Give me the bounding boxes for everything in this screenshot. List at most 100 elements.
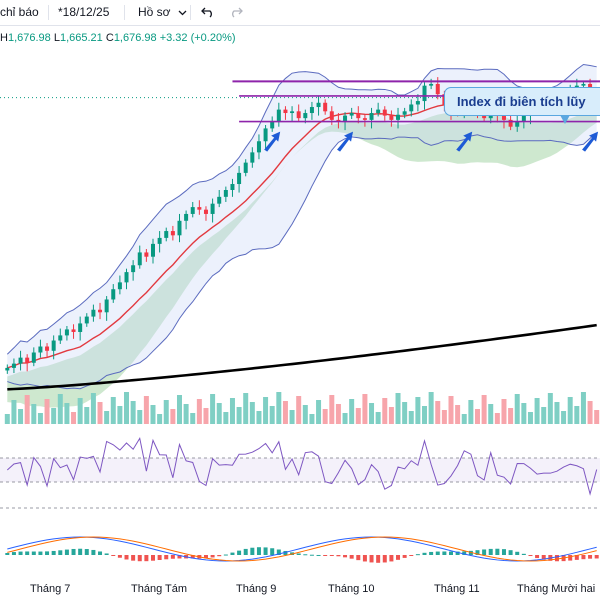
volume-bar bbox=[362, 394, 368, 424]
macd-histogram-bar bbox=[157, 555, 162, 560]
x-tick-label: Tháng 10 bbox=[328, 583, 375, 595]
volume-bar bbox=[57, 394, 63, 424]
up-arrow-icon bbox=[264, 131, 281, 152]
indicators-button[interactable]: chỉ báo bbox=[0, 5, 39, 19]
candle-body bbox=[197, 207, 202, 210]
macd-histogram-bar bbox=[396, 555, 401, 560]
macd-histogram-bar bbox=[31, 551, 36, 555]
macd-histogram-bar bbox=[38, 551, 43, 555]
volume-bar bbox=[229, 398, 235, 424]
candle-body bbox=[5, 367, 10, 371]
candle-body bbox=[369, 113, 374, 120]
redo-button[interactable] bbox=[229, 6, 243, 20]
high-value: 1,676.98 bbox=[7, 32, 51, 44]
macd-histogram-bar bbox=[594, 555, 599, 559]
macd-histogram-bar bbox=[117, 555, 122, 558]
macd-histogram-bar bbox=[170, 555, 175, 559]
change-value: +3.32 (+0.20%) bbox=[159, 32, 236, 44]
macd-histogram-bar bbox=[309, 554, 314, 556]
volume-bar bbox=[527, 412, 533, 424]
volume-bar bbox=[534, 398, 540, 424]
macd-histogram-bar bbox=[98, 551, 103, 555]
annotation-callout[interactable]: Index đi biên tích lũy bbox=[444, 87, 600, 116]
macd-histogram-bar bbox=[541, 555, 546, 560]
macd-histogram-bar bbox=[78, 548, 83, 555]
volume-bar bbox=[567, 397, 573, 424]
candle-body bbox=[362, 118, 367, 120]
volume-bar bbox=[37, 413, 43, 424]
volume-bar bbox=[276, 392, 282, 424]
toolbar-divider bbox=[48, 5, 49, 20]
volume-bar bbox=[263, 397, 269, 424]
candle-body bbox=[376, 109, 381, 114]
volume-bar bbox=[11, 400, 17, 424]
volume-bar bbox=[561, 411, 567, 424]
macd-histogram-bar bbox=[349, 555, 354, 559]
volume-bar bbox=[335, 404, 341, 424]
macd-histogram-bar bbox=[11, 552, 16, 555]
macd-histogram-bar bbox=[296, 553, 301, 555]
macd-histogram-bar bbox=[111, 555, 116, 556]
macd-histogram-bar bbox=[250, 547, 255, 555]
macd-histogram-bar bbox=[455, 551, 460, 555]
candle-body bbox=[31, 352, 36, 363]
volume-bar bbox=[587, 401, 593, 424]
macd-histogram-bar bbox=[144, 555, 149, 562]
volume-bar bbox=[210, 394, 216, 424]
candle-body bbox=[263, 128, 268, 142]
macd-histogram-bar bbox=[223, 554, 228, 556]
profile-button[interactable]: Hồ sơ bbox=[138, 0, 187, 25]
macd-histogram-bar bbox=[382, 555, 387, 563]
candle-body bbox=[501, 115, 506, 120]
volume-bar bbox=[124, 392, 130, 424]
undo-button[interactable] bbox=[201, 6, 215, 20]
volume-bar bbox=[117, 406, 123, 424]
candle-body bbox=[349, 113, 354, 116]
low-value: 1,665.21 bbox=[59, 32, 103, 44]
candle-body bbox=[270, 121, 275, 129]
macd-histogram-bar bbox=[84, 549, 89, 555]
close-value: 1,676.98 bbox=[113, 32, 157, 44]
macd-histogram-bar bbox=[45, 551, 50, 555]
macd-histogram-bar bbox=[329, 555, 334, 556]
volume-bar bbox=[243, 393, 249, 424]
macd-histogram-bar bbox=[203, 555, 208, 559]
macd-histogram-bar bbox=[488, 548, 493, 555]
bollinger-fill bbox=[7, 64, 597, 389]
candle-body bbox=[303, 113, 308, 119]
macd-histogram-bar bbox=[429, 551, 434, 555]
volume-bar bbox=[494, 413, 500, 424]
volume-bar bbox=[422, 406, 428, 424]
volume-bar bbox=[547, 393, 553, 424]
volume-bar bbox=[415, 397, 421, 424]
macd-histogram-bar bbox=[501, 549, 506, 555]
volume-bar bbox=[51, 408, 57, 424]
macd-histogram-bar bbox=[442, 551, 447, 555]
macd-histogram-bar bbox=[18, 551, 23, 555]
price-chart[interactable] bbox=[0, 26, 600, 600]
candle-body bbox=[18, 357, 23, 364]
macd-histogram-bar bbox=[256, 547, 261, 555]
macd-histogram-bar bbox=[402, 555, 407, 558]
macd-histogram-bar bbox=[535, 555, 540, 559]
volume-bar bbox=[130, 401, 136, 424]
snapshot-button[interactable]: *18/12/25 bbox=[58, 5, 110, 19]
volume-bar bbox=[157, 414, 163, 424]
macd-histogram-bar bbox=[230, 552, 235, 555]
volume-bar bbox=[223, 412, 229, 424]
volume-bar bbox=[24, 395, 30, 424]
volume-bar bbox=[481, 395, 487, 424]
candle-body bbox=[170, 231, 175, 236]
candle-body bbox=[98, 309, 103, 313]
volume-bar bbox=[574, 406, 580, 424]
volume-bar bbox=[369, 403, 375, 424]
candle-body bbox=[131, 265, 136, 273]
chevron-down-icon bbox=[178, 0, 187, 24]
high-key: H bbox=[0, 32, 8, 44]
toolbar-divider bbox=[124, 5, 125, 20]
candle-body bbox=[157, 237, 162, 244]
macd-histogram-bar bbox=[376, 555, 381, 563]
candle-body bbox=[78, 323, 83, 332]
ichimoku-cloud bbox=[7, 108, 597, 408]
candle-body bbox=[422, 85, 427, 102]
